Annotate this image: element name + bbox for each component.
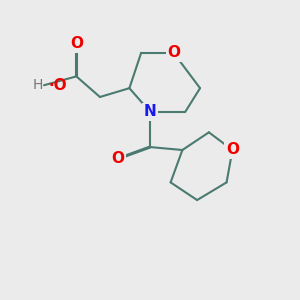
Text: O: O: [111, 151, 124, 166]
Text: O: O: [70, 37, 83, 52]
Text: N: N: [144, 104, 156, 119]
Text: H: H: [32, 78, 43, 92]
Text: ·O: ·O: [48, 78, 67, 93]
Text: O: O: [167, 45, 180, 60]
Text: O: O: [226, 142, 239, 158]
